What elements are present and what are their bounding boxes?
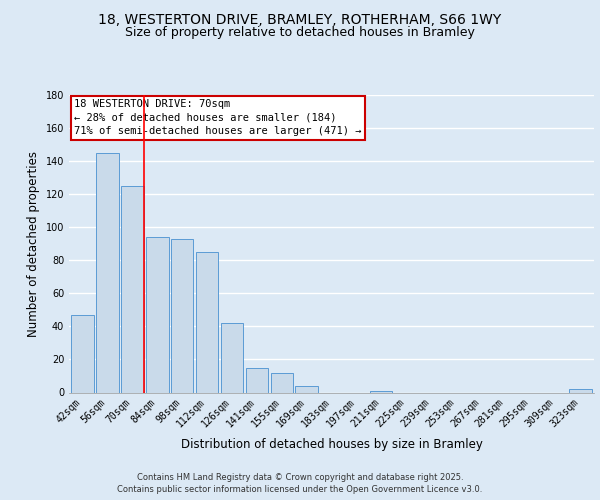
Bar: [71, 315, 94, 392]
Bar: [221, 323, 243, 392]
Text: 18 WESTERTON DRIVE: 70sqm
← 28% of detached houses are smaller (184)
71% of semi: 18 WESTERTON DRIVE: 70sqm ← 28% of detac…: [74, 100, 362, 136]
Bar: [569, 389, 592, 392]
Text: 18, WESTERTON DRIVE, BRAMLEY, ROTHERHAM, S66 1WY: 18, WESTERTON DRIVE, BRAMLEY, ROTHERHAM,…: [98, 12, 502, 26]
Text: Contains HM Land Registry data © Crown copyright and database right 2025.: Contains HM Land Registry data © Crown c…: [137, 472, 463, 482]
Y-axis label: Number of detached properties: Number of detached properties: [27, 151, 40, 337]
Text: Size of property relative to detached houses in Bramley: Size of property relative to detached ho…: [125, 26, 475, 39]
Bar: [121, 186, 143, 392]
Bar: [370, 391, 392, 392]
Bar: [196, 252, 218, 392]
X-axis label: Distribution of detached houses by size in Bramley: Distribution of detached houses by size …: [181, 438, 482, 450]
Bar: [295, 386, 318, 392]
Bar: [146, 237, 169, 392]
Bar: [171, 239, 193, 392]
Bar: [97, 153, 119, 392]
Bar: [271, 372, 293, 392]
Bar: [245, 368, 268, 392]
Text: Contains public sector information licensed under the Open Government Licence v3: Contains public sector information licen…: [118, 485, 482, 494]
